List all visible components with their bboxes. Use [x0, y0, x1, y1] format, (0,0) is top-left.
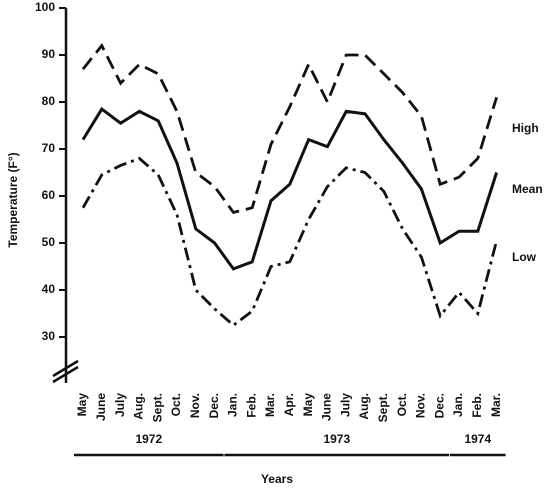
series-label: Mean [512, 182, 543, 196]
x-tick-label: Oct. [395, 393, 409, 416]
x-tick-label: June [94, 393, 108, 421]
axis-break [52, 365, 79, 384]
y-tick-label: 50 [42, 235, 56, 249]
y-tick-label: 80 [42, 94, 56, 108]
x-tick-label: Dec. [432, 393, 446, 418]
x-tick-label: Nov. [414, 393, 428, 418]
x-tick-label: Mar. [263, 393, 277, 417]
x-tick-label: Jan. [451, 393, 465, 417]
x-tick-label: July [113, 393, 127, 417]
x-tick-label: May [75, 393, 89, 417]
x-tick-label: Oct. [169, 393, 183, 416]
y-tick-label: 60 [42, 188, 56, 202]
x-tick-label: July [338, 393, 352, 417]
y-tick-label: 40 [42, 282, 56, 296]
axis-break [52, 359, 79, 378]
series-line [81, 106, 499, 271]
x-tick-label: Mar. [489, 393, 503, 417]
y-tick-label: 90 [42, 47, 56, 61]
y-tick-label: 100 [35, 0, 55, 14]
x-tick-label: Nov. [188, 393, 202, 418]
series-label: Low [512, 250, 537, 264]
y-tick-label: 30 [42, 329, 56, 343]
year-label: 1972 [135, 432, 162, 446]
series-line [81, 156, 498, 328]
x-tick-label: Apr. [282, 393, 296, 416]
x-axis-title: Years [261, 472, 293, 486]
y-axis-title: Temperature (F°) [6, 152, 20, 247]
x-tick-label: May [301, 393, 315, 417]
x-tick-label: Feb. [244, 393, 258, 418]
series-label: High [512, 121, 539, 135]
x-tick-label: Feb. [470, 393, 484, 418]
y-tick-label: 70 [42, 141, 56, 155]
x-tick-label: Aug. [132, 393, 146, 420]
year-label: 1974 [464, 432, 491, 446]
x-tick-label: Sept. [150, 393, 164, 422]
x-tick-label: Aug. [357, 393, 371, 420]
x-tick-label: Sept. [376, 393, 390, 422]
series-line [81, 43, 498, 215]
year-label: 1973 [323, 432, 350, 446]
x-tick-label: June [320, 393, 334, 421]
x-tick-label: Dec. [207, 393, 221, 418]
x-tick-label: Jan. [226, 393, 240, 417]
